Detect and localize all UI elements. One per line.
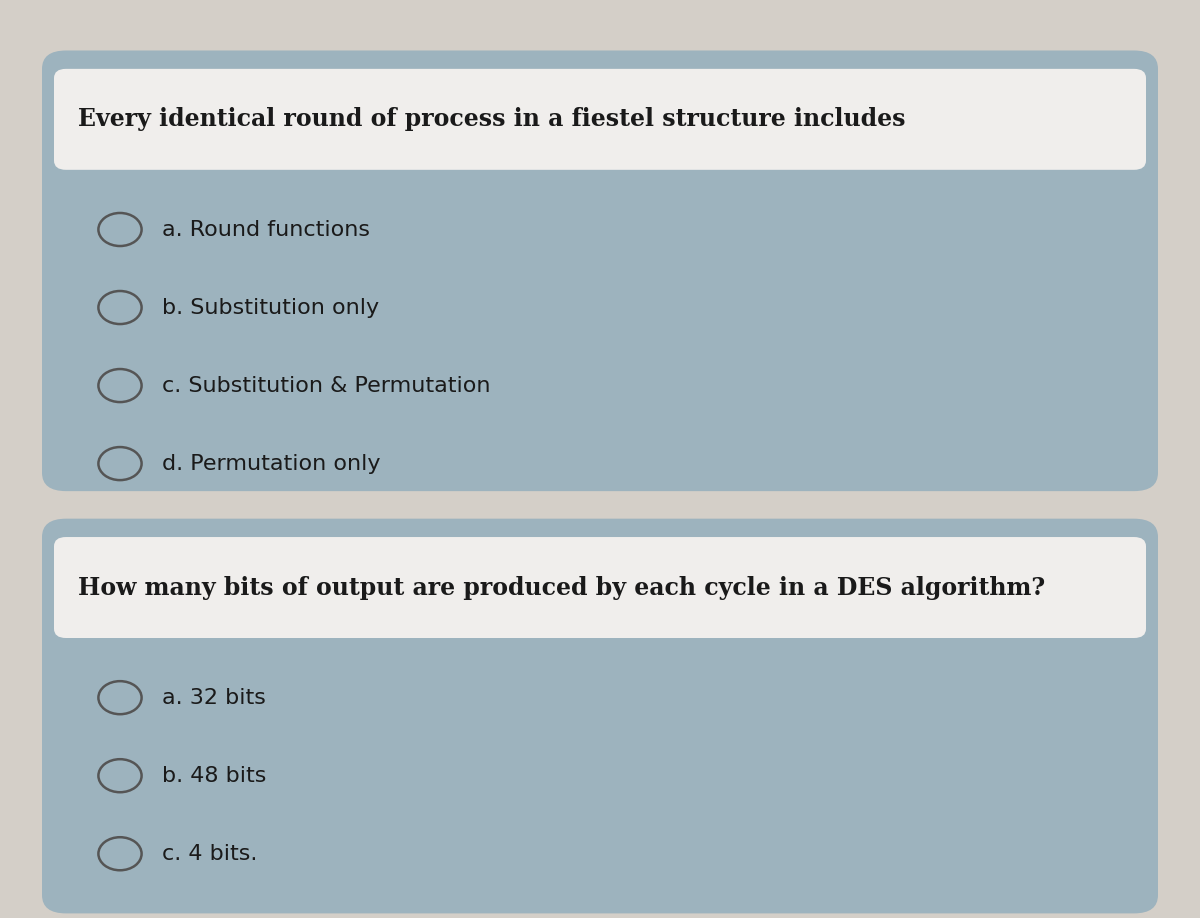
Text: How many bits of output are produced by each cycle in a DES algorithm?: How many bits of output are produced by … (78, 576, 1045, 599)
Text: c. 4 bits.: c. 4 bits. (162, 844, 257, 864)
FancyBboxPatch shape (54, 69, 1146, 170)
Text: d. Permutation only: d. Permutation only (162, 453, 380, 474)
FancyBboxPatch shape (54, 537, 1146, 638)
Text: b. 48 bits: b. 48 bits (162, 766, 266, 786)
Text: b. Substitution only: b. Substitution only (162, 297, 379, 318)
FancyBboxPatch shape (42, 519, 1158, 913)
FancyBboxPatch shape (42, 50, 1158, 491)
Text: a. 32 bits: a. 32 bits (162, 688, 266, 708)
Text: c. Substitution & Permutation: c. Substitution & Permutation (162, 375, 491, 396)
Text: Every identical round of process in a fiestel structure includes: Every identical round of process in a fi… (78, 107, 906, 131)
Text: a. Round functions: a. Round functions (162, 219, 370, 240)
